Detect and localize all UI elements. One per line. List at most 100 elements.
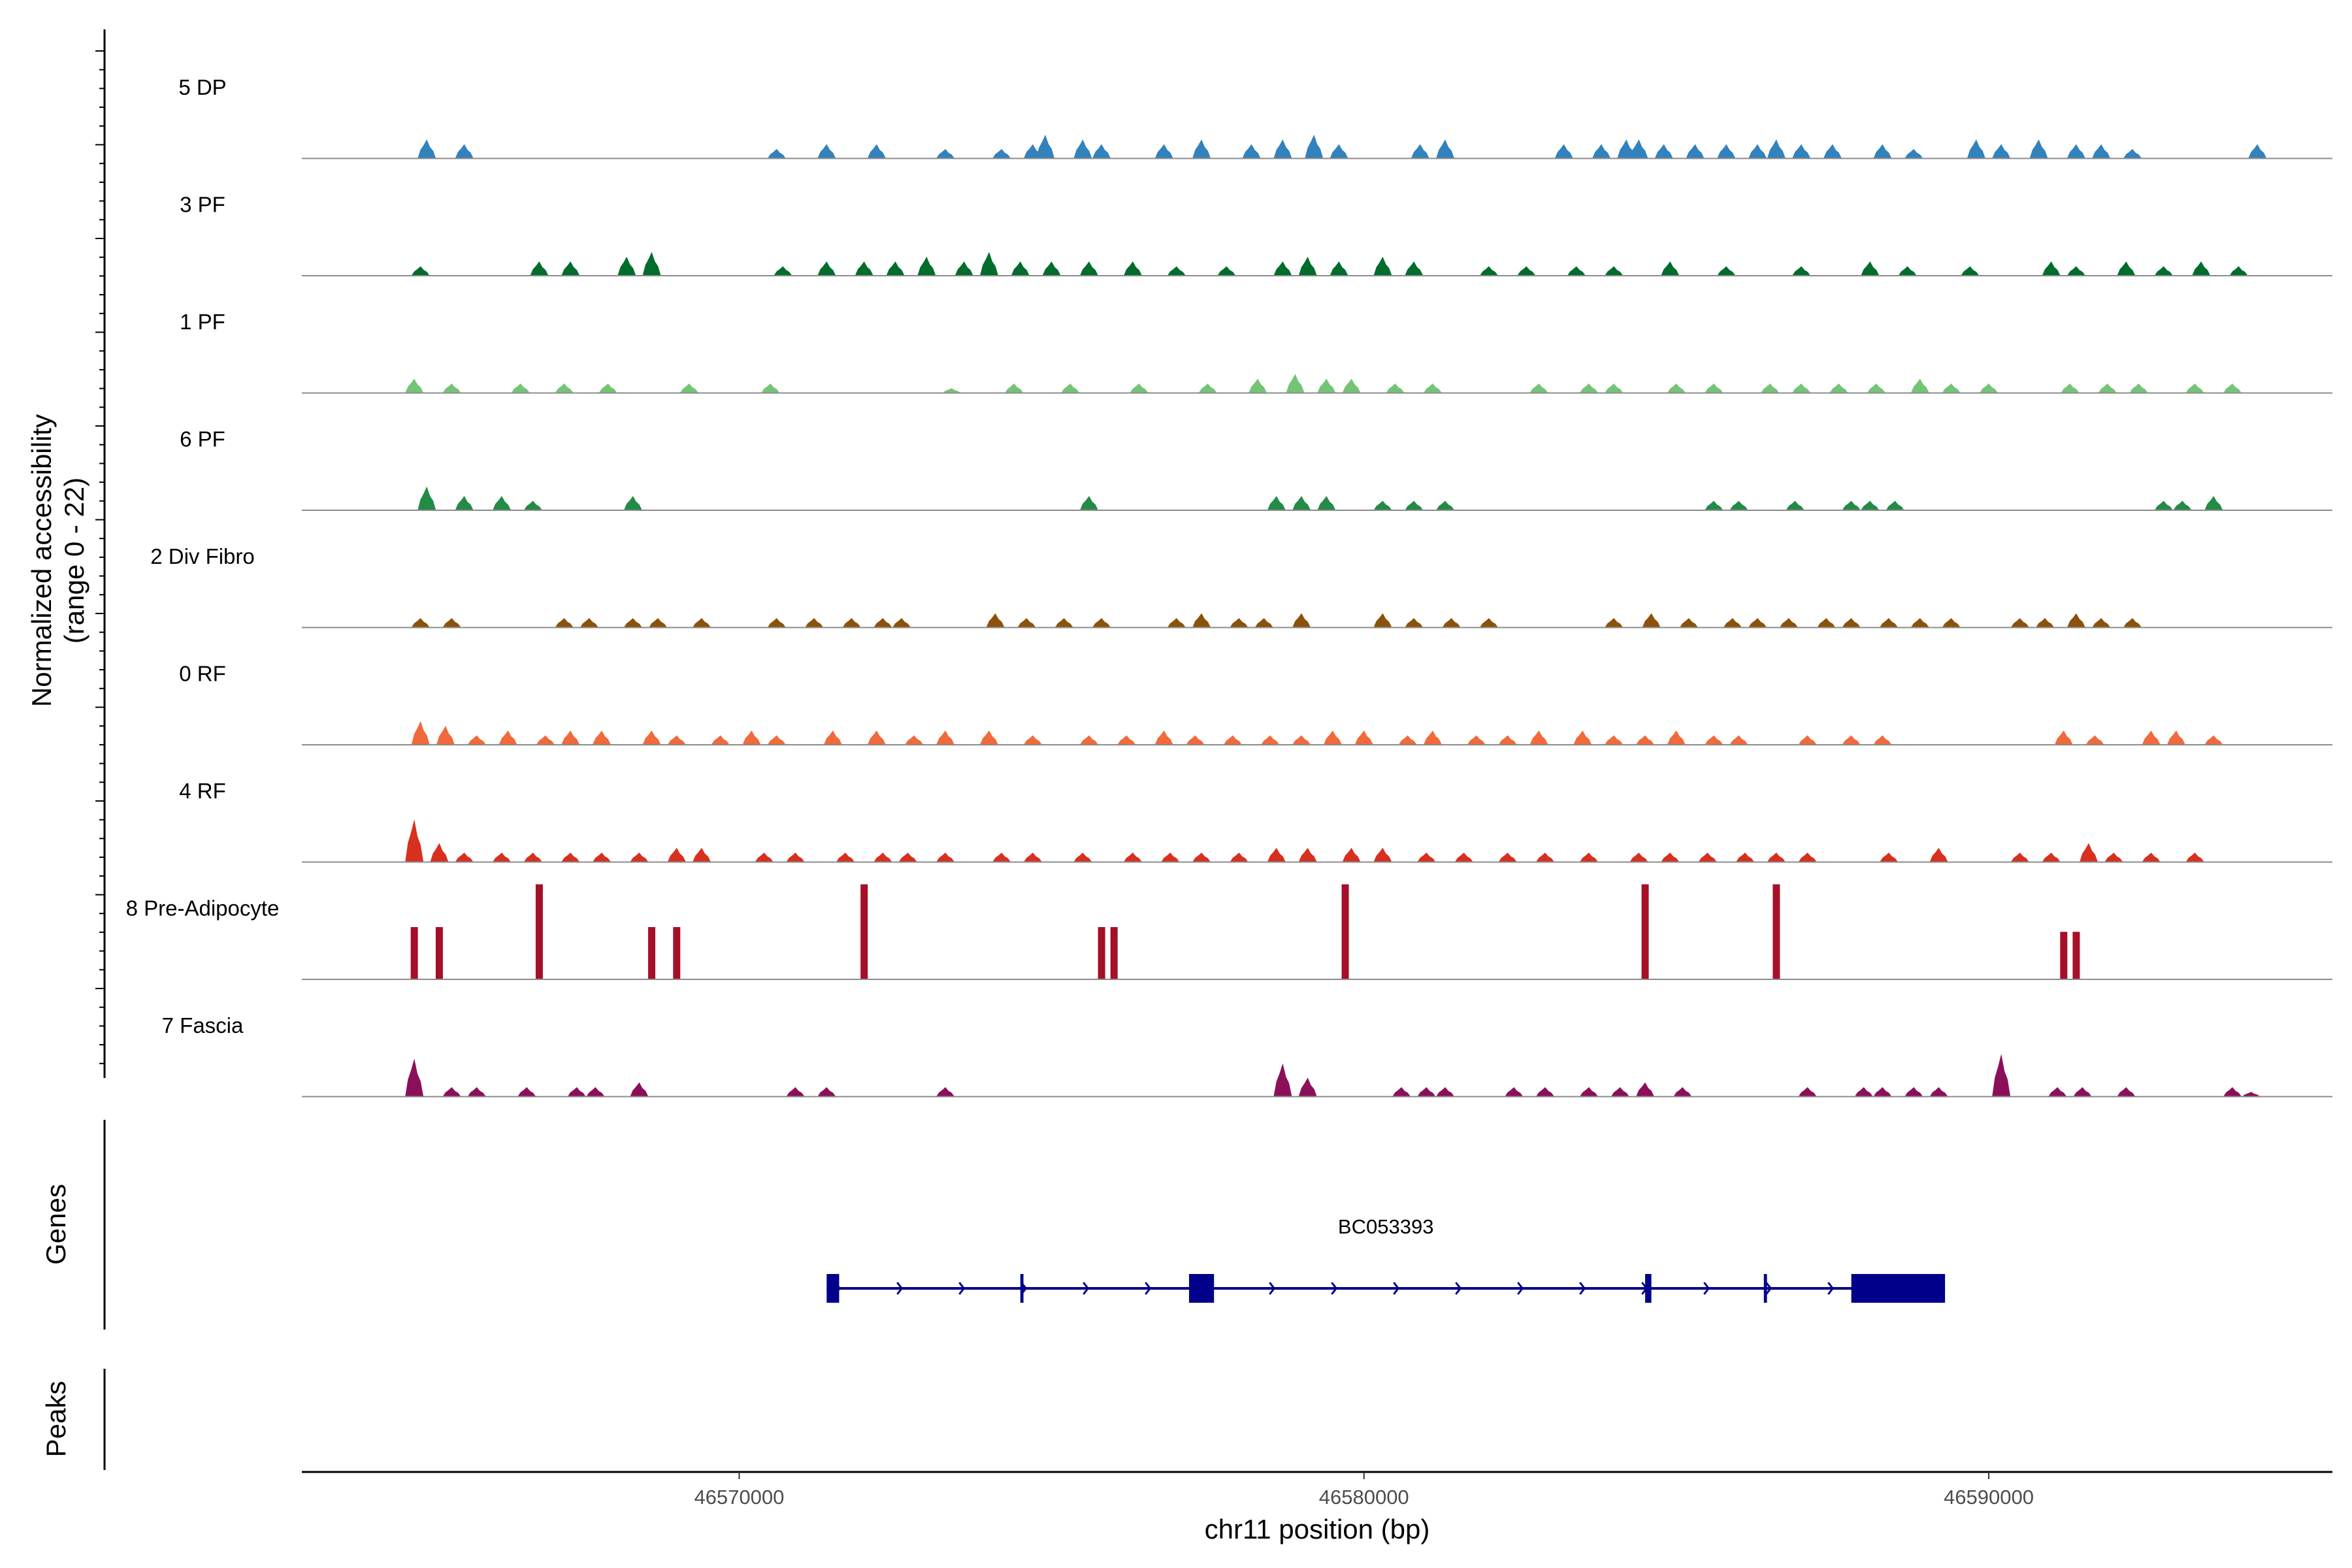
coverage-peak bbox=[1073, 139, 1092, 159]
coverage-peak bbox=[436, 725, 455, 745]
coverage-peak bbox=[1092, 144, 1111, 159]
coverage-peak bbox=[1798, 735, 1817, 745]
track-6-pf: 6 PF bbox=[180, 427, 2332, 511]
coverage-peak bbox=[1680, 617, 1699, 628]
coverage-peak bbox=[2117, 1086, 2136, 1097]
strand-arrow bbox=[1827, 1282, 1835, 1295]
coverage-peak bbox=[405, 1058, 424, 1097]
coverage-peak bbox=[917, 256, 936, 276]
coverage-peak bbox=[1386, 383, 1405, 393]
coverage-peak bbox=[855, 261, 874, 276]
y-axis-title-line2: (range 0 - 22) bbox=[59, 478, 90, 644]
coverage-peak bbox=[1929, 1086, 1948, 1097]
coverage-peak bbox=[1042, 261, 1061, 276]
coverage-peak bbox=[1011, 261, 1030, 276]
coverage-peak bbox=[1929, 847, 1948, 862]
coverage-peak bbox=[1792, 266, 1811, 276]
coverage-peak bbox=[1736, 852, 1755, 862]
coverage-peak bbox=[1867, 383, 1886, 393]
coverage-peak bbox=[1705, 383, 1723, 393]
coverage-peak bbox=[1861, 261, 1880, 276]
track-7-fascia: 7 Fascia bbox=[162, 1013, 2332, 1098]
coverage-peak bbox=[942, 388, 961, 393]
coverage-peak bbox=[411, 266, 430, 276]
coverage-peak bbox=[1667, 730, 1686, 745]
coverage-peak bbox=[430, 843, 449, 862]
coverage-peak bbox=[992, 852, 1011, 862]
coverage-peak bbox=[517, 1086, 536, 1097]
coverage-peak bbox=[836, 852, 855, 862]
coverage-peak bbox=[1267, 496, 1286, 510]
coverage-bar bbox=[1341, 884, 1349, 979]
coverage-peak bbox=[417, 139, 436, 159]
coverage-peak bbox=[455, 496, 474, 510]
coverage-peak bbox=[936, 730, 955, 745]
coverage-peak bbox=[1573, 730, 1592, 745]
coverage-peak bbox=[867, 144, 886, 159]
strand-arrow bbox=[1331, 1282, 1338, 1295]
coverage-peak bbox=[1079, 735, 1098, 745]
gene-exon bbox=[1645, 1274, 1652, 1303]
track-label: 6 PF bbox=[180, 427, 225, 451]
coverage-peak bbox=[467, 735, 486, 745]
coverage-peak bbox=[511, 383, 530, 393]
coverage-peak bbox=[1786, 500, 1805, 510]
coverage-peak bbox=[1192, 613, 1211, 628]
coverage-bar bbox=[1098, 927, 1105, 979]
coverage-peak bbox=[1054, 617, 1073, 628]
coverage-bar bbox=[2072, 932, 2080, 979]
coverage-peak bbox=[2123, 148, 2142, 159]
coverage-peak bbox=[2248, 144, 2267, 159]
coverage-peak bbox=[786, 852, 805, 862]
coverage-peak bbox=[898, 852, 917, 862]
coverage-peak bbox=[1223, 735, 1242, 745]
gene-exon bbox=[1188, 1274, 1215, 1303]
coverage-peak bbox=[1230, 617, 1249, 628]
coverage-peak bbox=[955, 261, 973, 276]
coverage-peak bbox=[1161, 852, 1180, 862]
coverage-peak bbox=[405, 819, 424, 862]
coverage-peak bbox=[2223, 383, 2242, 393]
coverage-peak bbox=[1298, 1077, 1317, 1097]
coverage-peak bbox=[2166, 730, 2185, 745]
coverage-peak bbox=[1373, 256, 1392, 276]
coverage-peak bbox=[1661, 852, 1680, 862]
coverage-peak bbox=[1817, 617, 1836, 628]
coverage-peak bbox=[2092, 144, 2111, 159]
coverage-peak bbox=[2010, 852, 2029, 862]
coverage-peak bbox=[1629, 852, 1648, 862]
coverage-peak bbox=[561, 261, 580, 276]
coverage-peak bbox=[523, 500, 542, 510]
track-label: 8 Pre-Adipocyte bbox=[126, 896, 280, 921]
coverage-peak bbox=[1423, 730, 1442, 745]
coverage-peak bbox=[1529, 730, 1548, 745]
coverage-peak bbox=[842, 617, 861, 628]
strand-arrow bbox=[1269, 1282, 1276, 1295]
coverage-peak bbox=[892, 617, 911, 628]
coverage-peak bbox=[617, 256, 636, 276]
coverage-peak bbox=[1636, 735, 1655, 745]
coverage-peak bbox=[2104, 852, 2123, 862]
coverage-peak bbox=[593, 730, 612, 745]
coverage-peak bbox=[2223, 1086, 2242, 1097]
track-label: 3 PF bbox=[180, 193, 225, 217]
coverage-peak bbox=[936, 852, 955, 862]
coverage-bar bbox=[1110, 927, 1118, 979]
coverage-bar bbox=[860, 884, 868, 979]
coverage-peak bbox=[580, 617, 598, 628]
coverage-peak bbox=[642, 252, 661, 276]
coverage-peak bbox=[1261, 735, 1280, 745]
coverage-peak bbox=[874, 852, 892, 862]
coverage-peak bbox=[1417, 852, 1436, 862]
coverage-peak bbox=[2048, 1086, 2067, 1097]
coverage-peak bbox=[493, 852, 512, 862]
coverage-peak bbox=[1717, 144, 1736, 159]
coverage-peak bbox=[1992, 1054, 2011, 1097]
strand-arrow bbox=[1579, 1282, 1586, 1295]
coverage-peak bbox=[1898, 266, 1917, 276]
track-label: 5 DP bbox=[178, 75, 226, 99]
coverage-peak bbox=[1023, 852, 1042, 862]
coverage-peak bbox=[593, 852, 612, 862]
coverage-peak bbox=[1273, 139, 1292, 159]
